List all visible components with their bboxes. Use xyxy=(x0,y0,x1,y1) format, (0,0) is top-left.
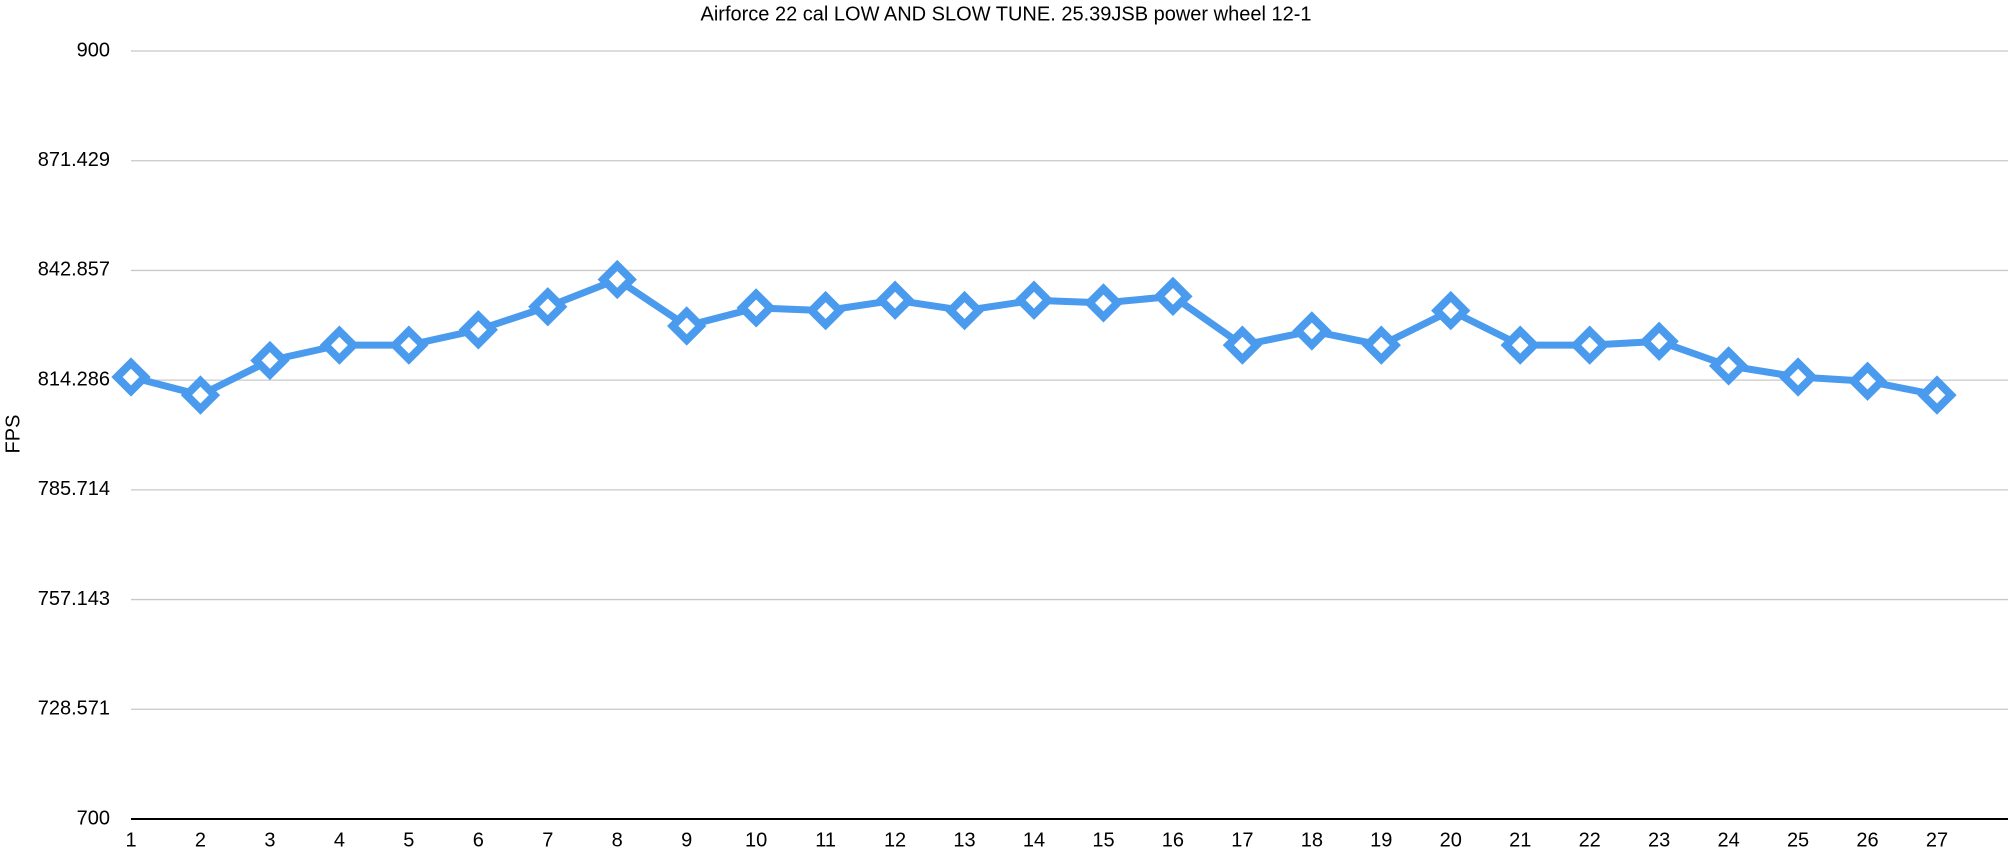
chart-title: Airforce 22 cal LOW AND SLOW TUNE. 25.39… xyxy=(701,3,1312,25)
data-point xyxy=(1847,361,1888,401)
x-tick-label: 3 xyxy=(264,829,275,851)
x-tick-label: 2 xyxy=(195,829,206,851)
data-point xyxy=(736,288,776,328)
data-point xyxy=(875,280,915,320)
data-point xyxy=(389,325,429,365)
data-point xyxy=(1778,357,1818,397)
x-tick-label: 10 xyxy=(745,829,767,851)
y-axis-label: FPS xyxy=(2,415,24,454)
x-tick-label: 19 xyxy=(1370,829,1392,851)
data-point xyxy=(597,259,637,300)
y-tick-label: 842.857 xyxy=(38,259,110,281)
x-tick-label: 8 xyxy=(612,829,623,851)
x-tick-label: 23 xyxy=(1648,829,1670,851)
x-tick-label: 15 xyxy=(1092,829,1114,851)
x-tick-label: 26 xyxy=(1856,829,1878,851)
data-point xyxy=(250,340,290,381)
data-point xyxy=(667,306,707,346)
x-tick-label: 14 xyxy=(1023,829,1045,851)
x-tick-label: 18 xyxy=(1301,829,1323,851)
data-point xyxy=(1570,325,1610,365)
y-tick-label: 728.571 xyxy=(38,698,110,720)
data-point xyxy=(1917,375,1957,415)
x-tick-label: 21 xyxy=(1509,829,1531,851)
data-point xyxy=(528,287,568,327)
y-tick-label: 785.714 xyxy=(38,478,110,500)
x-tick-label: 20 xyxy=(1440,829,1462,851)
x-tick-label: 27 xyxy=(1926,829,1948,851)
data-point xyxy=(1153,276,1193,317)
data-point xyxy=(1500,325,1540,365)
y-tick-label: 900 xyxy=(77,39,110,61)
data-point xyxy=(1431,290,1471,331)
data-point xyxy=(1083,283,1124,323)
data-point xyxy=(458,310,498,350)
y-tick-label: 814.286 xyxy=(38,368,110,390)
x-tick-label: 24 xyxy=(1717,829,1739,851)
x-tick-label: 7 xyxy=(542,829,553,851)
data-point xyxy=(319,325,360,365)
data-point xyxy=(805,290,846,331)
y-tick-label: 757.143 xyxy=(38,588,110,610)
data-point xyxy=(1014,280,1054,320)
x-tick-label: 13 xyxy=(953,829,975,851)
data-point xyxy=(1639,321,1679,361)
x-tick-label: 1 xyxy=(125,829,136,851)
data-point xyxy=(1292,311,1332,351)
data-point xyxy=(111,357,151,397)
data-point xyxy=(1361,325,1401,365)
data-point xyxy=(944,290,985,331)
x-tick-label: 6 xyxy=(473,829,484,851)
x-tick-label: 11 xyxy=(815,829,836,851)
x-tick-label: 4 xyxy=(334,829,345,851)
data-point xyxy=(1222,325,1263,365)
x-tick-label: 17 xyxy=(1231,829,1253,851)
data-point xyxy=(180,375,221,415)
x-tick-label: 9 xyxy=(681,829,692,851)
x-tick-label: 16 xyxy=(1162,829,1184,851)
x-tick-label: 5 xyxy=(403,829,414,851)
x-tick-label: 22 xyxy=(1579,829,1601,851)
x-tick-label: 25 xyxy=(1787,829,1809,851)
data-point xyxy=(1708,346,1749,386)
x-tick-label: 12 xyxy=(884,829,906,851)
y-tick-label: 700 xyxy=(77,807,110,829)
y-tick-label: 871.429 xyxy=(38,149,110,171)
